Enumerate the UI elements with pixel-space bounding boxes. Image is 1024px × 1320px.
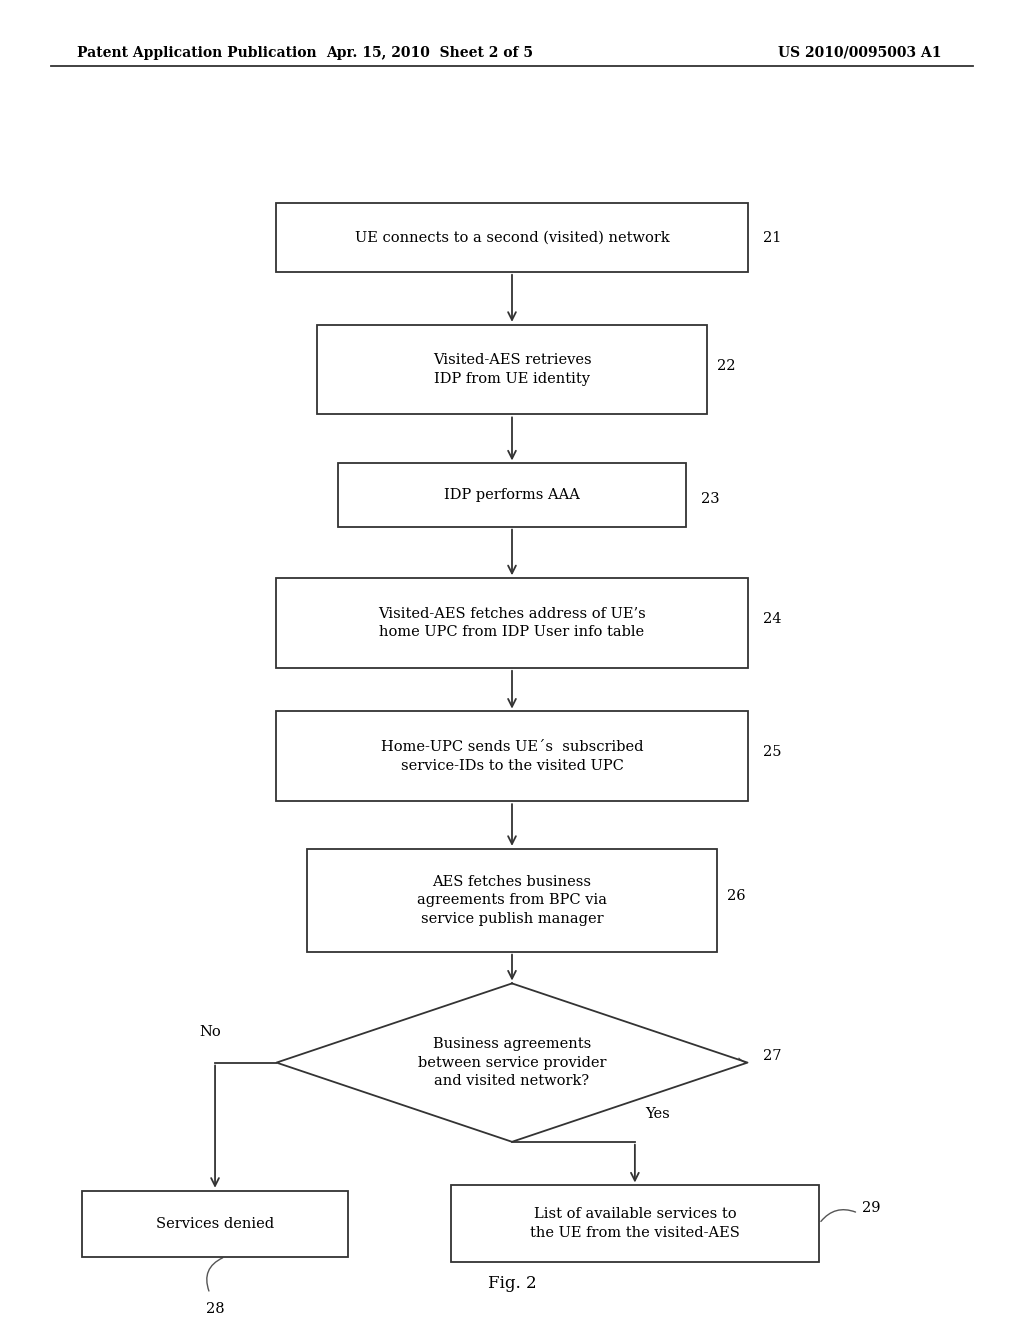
Text: AES fetches business
agreements from BPC via
service publish manager: AES fetches business agreements from BPC…: [417, 875, 607, 925]
Text: Home-UPC sends UE´s  subscribed
service-IDs to the visited UPC: Home-UPC sends UE´s subscribed service-I…: [381, 741, 643, 772]
Text: Fig. 2: Fig. 2: [487, 1275, 537, 1291]
Text: Business agreements
between service provider
and visited network?: Business agreements between service prov…: [418, 1038, 606, 1088]
FancyBboxPatch shape: [451, 1185, 819, 1262]
Text: 25: 25: [763, 746, 781, 759]
FancyBboxPatch shape: [317, 325, 707, 414]
FancyBboxPatch shape: [307, 849, 717, 952]
Text: Services denied: Services denied: [156, 1217, 274, 1230]
Text: 22: 22: [717, 359, 735, 372]
Text: US 2010/0095003 A1: US 2010/0095003 A1: [778, 46, 942, 59]
Text: 21: 21: [763, 231, 781, 244]
Text: IDP performs AAA: IDP performs AAA: [444, 488, 580, 502]
FancyBboxPatch shape: [338, 463, 686, 527]
Text: 24: 24: [763, 612, 781, 626]
FancyBboxPatch shape: [276, 203, 748, 272]
Text: List of available services to
the UE from the visited-AES: List of available services to the UE fro…: [530, 1208, 739, 1239]
Text: Patent Application Publication: Patent Application Publication: [77, 46, 316, 59]
Text: Apr. 15, 2010  Sheet 2 of 5: Apr. 15, 2010 Sheet 2 of 5: [327, 46, 534, 59]
FancyBboxPatch shape: [82, 1191, 348, 1257]
Text: Visited-AES fetches address of UE’s
home UPC from IDP User info table: Visited-AES fetches address of UE’s home…: [378, 607, 646, 639]
Text: 28: 28: [206, 1303, 224, 1316]
Text: No: No: [199, 1024, 221, 1039]
Text: Yes: Yes: [645, 1106, 670, 1121]
Text: UE connects to a second (visited) network: UE connects to a second (visited) networ…: [354, 231, 670, 244]
Text: 23: 23: [701, 492, 720, 506]
Text: Visited-AES retrieves
IDP from UE identity: Visited-AES retrieves IDP from UE identi…: [433, 354, 591, 385]
Polygon shape: [276, 983, 748, 1142]
Text: 29: 29: [862, 1201, 881, 1214]
Text: 27: 27: [763, 1049, 781, 1063]
FancyBboxPatch shape: [276, 578, 748, 668]
FancyBboxPatch shape: [276, 711, 748, 801]
Text: 26: 26: [727, 890, 745, 903]
